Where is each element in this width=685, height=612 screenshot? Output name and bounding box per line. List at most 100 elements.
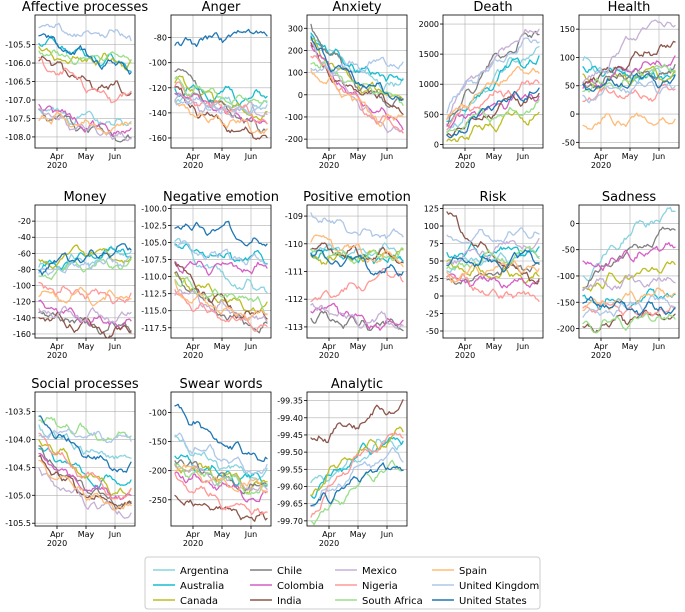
x-tick-label: Jun [244, 152, 258, 161]
x-tick-label: May [214, 342, 231, 351]
series-line-nigeria [38, 432, 132, 500]
x-tick-label: Jun [380, 342, 394, 351]
legend-label-australia: Australia [180, 581, 224, 592]
series-line-india [38, 55, 132, 97]
y-tick-label: -107.5 [141, 256, 167, 265]
x-tick-label: May [350, 530, 367, 539]
panel-analytic: Analytic -99.35 -99.40 -99.45 -99.50 -99.55 -9… [277, 377, 408, 548]
y-tick-label: -99.45 [277, 431, 303, 440]
series-line-united-states [310, 462, 404, 507]
axes-frame [170, 14, 272, 149]
series-line-australia [582, 65, 676, 82]
series-line-spain [174, 280, 268, 322]
series-line-united-states [38, 33, 132, 75]
series-line-mexico [582, 19, 676, 84]
y-tick-label: 0 [570, 110, 575, 119]
y-tick-label: -50 [426, 327, 439, 336]
y-tick-label: -140 [149, 109, 167, 118]
y-tick-label: -110 [285, 240, 303, 249]
y-tick-label: -50 [562, 246, 575, 255]
y-tick-label: 0 [570, 219, 575, 228]
axes-frame [578, 14, 680, 149]
legend-label-mexico: Mexico [362, 566, 397, 577]
x-tick-label: Apr [50, 530, 65, 539]
series-line-india [310, 42, 404, 115]
y-tick-label: 0 [298, 91, 303, 100]
x-year-label: 2020 [319, 351, 339, 360]
series-line-canada [582, 260, 676, 292]
panel-positive-emotion: Positive emotion-109 -110 -111 -112 -113 Apr2… [285, 190, 411, 360]
series-line-australia [38, 447, 132, 490]
x-tick-label: Jun [652, 152, 666, 161]
y-tick-label: -120 [149, 84, 167, 93]
x-tick-label: Apr [458, 152, 473, 161]
y-tick-label: -200 [285, 135, 303, 144]
y-tick-label: 50 [429, 257, 439, 266]
series-line-united-states [174, 403, 268, 462]
series-line-united-kingdom [582, 80, 676, 104]
series-line-united-kingdom [38, 22, 132, 42]
series-line-india [174, 494, 268, 522]
series-line-south-africa [38, 258, 132, 281]
series-line-colombia [446, 273, 540, 289]
y-tick-label: -106.0 [5, 59, 31, 68]
series-line-united-kingdom [446, 37, 540, 114]
x-tick-label: Apr [322, 530, 337, 539]
y-tick-label: 2000 [419, 20, 439, 29]
legend-label-united-kingdom: United Kingdom [459, 581, 539, 592]
y-tick-label: -99.35 [277, 397, 303, 406]
series-line-chile [446, 262, 540, 285]
chart-title: Health [608, 0, 651, 15]
series-line-colombia [446, 92, 540, 129]
x-tick-label: Jun [108, 342, 122, 351]
x-tick-label: Jun [516, 342, 530, 351]
series-line-south-africa [174, 75, 268, 105]
x-year-label: 2020 [183, 351, 203, 360]
series-line-mexico [582, 274, 676, 291]
series-line-chile [582, 226, 676, 291]
series-line-south-africa [446, 99, 540, 134]
series-line-united-states [38, 415, 132, 473]
y-tick-label: -80 [18, 265, 31, 274]
y-tick-label: -111 [285, 268, 303, 277]
x-tick-label: Apr [50, 152, 65, 161]
x-tick-label: Apr [50, 342, 65, 351]
chart-title: Positive emotion [303, 190, 411, 205]
series-line-united-states [446, 87, 540, 139]
series-line-south-africa [174, 462, 268, 495]
series-line-india [582, 309, 676, 334]
series-line-chile [38, 310, 132, 336]
chart-title: Swear words [179, 377, 262, 392]
legend-label-chile: Chile [277, 566, 302, 577]
axes-frame [442, 14, 544, 149]
axes-frame [34, 204, 136, 339]
series-line-united-kingdom [174, 96, 268, 116]
x-year-label: 2020 [455, 161, 475, 170]
series-line-spain [174, 101, 268, 134]
y-tick-label: 100 [424, 222, 439, 231]
legend: Argentina Australia Canada Chile Colombia Ind… [144, 556, 541, 610]
series-line-south-africa [582, 63, 676, 93]
series-line-united-kingdom [38, 255, 132, 276]
series-line-nigeria [174, 289, 268, 332]
x-tick-label: May [350, 342, 367, 351]
legend-label-nigeria: Nigeria [362, 581, 398, 592]
legend-label-colombia: Colombia [277, 581, 324, 592]
y-tick-label: -150 [149, 438, 167, 447]
series-line-spain [582, 112, 676, 130]
series-line-nigeria [38, 56, 132, 104]
series-line-colombia [310, 302, 404, 331]
series-line-chile [310, 310, 404, 332]
legend-label-argentina: Argentina [180, 566, 229, 577]
x-tick-label: May [350, 152, 367, 161]
y-tick-label: -104.0 [5, 435, 31, 444]
x-year-label: 2020 [319, 161, 339, 170]
x-tick-label: May [486, 342, 503, 351]
y-tick-label: -105.5 [5, 41, 31, 50]
series-line-mexico [174, 92, 268, 119]
